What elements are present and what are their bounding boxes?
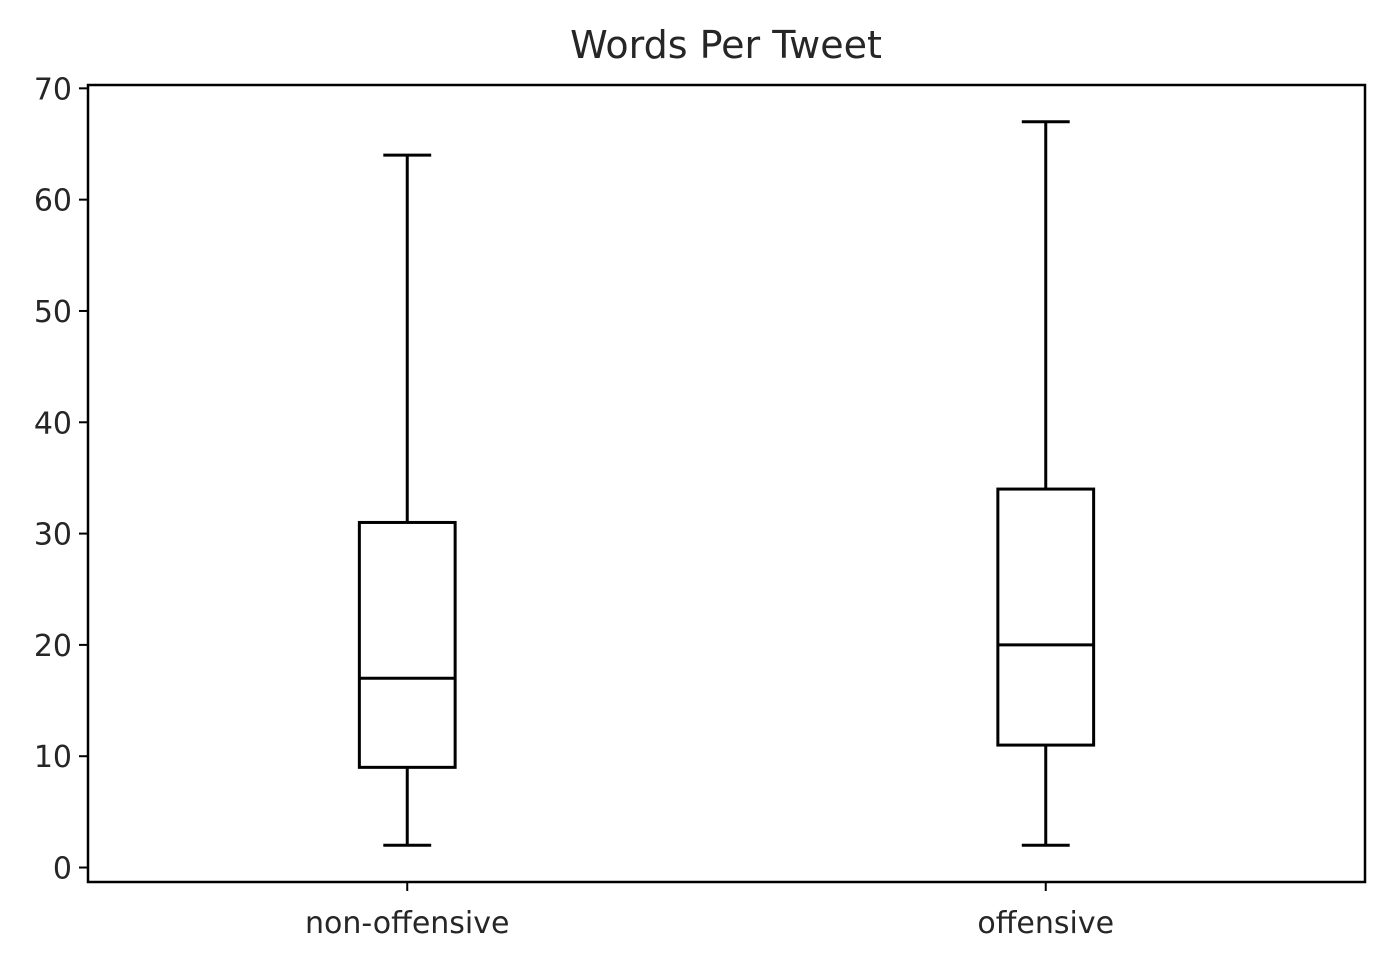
box-offensive [996,120,1096,847]
iqr-box [357,520,457,769]
y-tick-label: 0 [53,852,72,887]
y-tick-label: 40 [34,406,72,441]
x-axis: non-offensive offensive [305,882,1114,941]
y-tick-label: 20 [34,629,72,664]
plot-frame [86,83,1367,884]
box-series [357,120,1096,847]
box-non-offensive [357,153,457,847]
x-tick-label: offensive [977,906,1114,941]
x-tick-label: non-offensive [305,906,509,941]
y-tick-label: 70 [34,72,72,107]
y-tick-label: 50 [34,295,72,330]
y-tick-label: 30 [34,518,72,553]
iqr-box [996,487,1096,747]
y-axis: 0 10 20 30 40 50 60 70 [34,72,88,887]
y-tick-label: 10 [34,740,72,775]
chart-title: Words Per Tweet [570,23,882,67]
y-tick-label: 60 [34,184,72,219]
